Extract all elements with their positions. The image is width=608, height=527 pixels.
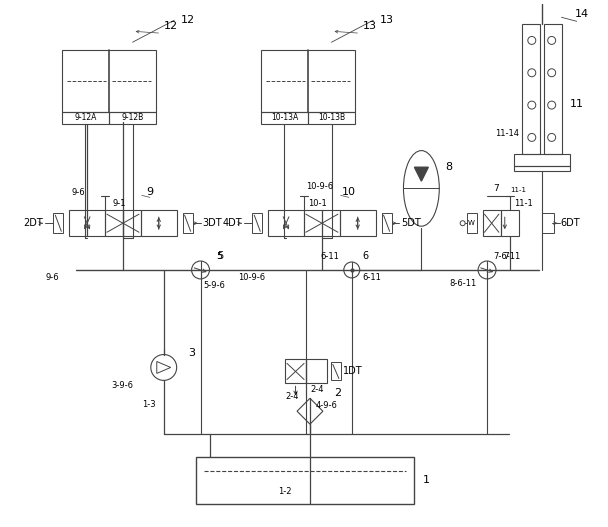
Bar (261, 50, 355, 112)
Text: 13: 13 (380, 15, 394, 25)
Text: 14: 14 (575, 9, 589, 19)
Bar (514, 153, 570, 165)
Bar (308, 112, 355, 124)
Bar (544, 24, 562, 153)
Text: 7: 7 (503, 251, 509, 260)
Text: 1DT: 1DT (343, 366, 362, 376)
Bar (285, 359, 306, 383)
Bar (62, 112, 109, 124)
Text: 1-3: 1-3 (142, 400, 156, 409)
Bar (196, 457, 415, 504)
Text: 3: 3 (188, 347, 195, 357)
Bar (268, 210, 304, 236)
Text: 10-13B: 10-13B (318, 113, 345, 122)
Bar (54, 213, 63, 233)
Text: 2-4: 2-4 (285, 392, 299, 401)
Text: 5-9-6: 5-9-6 (204, 281, 226, 290)
Bar (109, 112, 156, 124)
Text: 8: 8 (446, 161, 453, 171)
Bar (261, 112, 308, 124)
Bar (304, 210, 340, 236)
Text: 6: 6 (362, 251, 368, 261)
Text: 1: 1 (423, 475, 430, 485)
Bar (306, 359, 327, 383)
Bar (62, 50, 156, 112)
Text: 4-9-6: 4-9-6 (316, 401, 338, 410)
Bar (382, 213, 392, 233)
Text: 12: 12 (164, 21, 178, 31)
Text: 5: 5 (216, 251, 223, 260)
Text: 2: 2 (334, 388, 341, 398)
Text: 10-9-6: 10-9-6 (306, 182, 333, 191)
Text: 2DT: 2DT (24, 218, 43, 228)
Polygon shape (415, 167, 429, 181)
Text: 7-6-11: 7-6-11 (493, 251, 520, 260)
Bar (340, 210, 376, 236)
Bar (331, 363, 341, 380)
Text: 11: 11 (570, 99, 584, 109)
Bar (105, 210, 141, 236)
Text: 8-6-11: 8-6-11 (449, 279, 477, 288)
Text: 9-12A: 9-12A (74, 113, 97, 122)
Text: W: W (468, 220, 475, 226)
Text: 7: 7 (493, 184, 499, 193)
Bar (542, 213, 554, 233)
Text: 10-9-6: 10-9-6 (238, 274, 265, 282)
Bar (466, 213, 477, 233)
Text: 9-6: 9-6 (46, 274, 60, 282)
Bar (514, 165, 570, 171)
Text: 3-9-6: 3-9-6 (111, 381, 133, 390)
Text: 4DT: 4DT (223, 218, 242, 228)
Bar (501, 210, 519, 236)
Text: 10-13A: 10-13A (271, 113, 298, 122)
Text: 2-4: 2-4 (310, 385, 323, 394)
Text: 11-1: 11-1 (510, 188, 526, 193)
Text: 6-11: 6-11 (362, 274, 381, 282)
Bar (252, 213, 262, 233)
Text: 6-11: 6-11 (320, 251, 339, 260)
Text: 9-12B: 9-12B (122, 113, 143, 122)
Text: 9-6: 9-6 (71, 188, 85, 197)
Text: 9-1: 9-1 (112, 199, 126, 208)
Text: 9: 9 (147, 188, 153, 198)
Bar (69, 210, 105, 236)
Bar (483, 210, 501, 236)
Text: 6DT: 6DT (561, 218, 580, 228)
Text: 12: 12 (181, 15, 195, 25)
Bar (182, 213, 193, 233)
Text: 3DT: 3DT (202, 218, 223, 228)
Text: 1-2: 1-2 (278, 487, 292, 496)
Text: 11-14: 11-14 (495, 129, 519, 138)
Bar (522, 24, 540, 153)
Bar (141, 210, 177, 236)
Text: 5DT: 5DT (401, 218, 421, 228)
Text: 11-1: 11-1 (514, 199, 533, 208)
Text: 10-1: 10-1 (308, 199, 327, 208)
Text: 5: 5 (217, 251, 224, 261)
Text: 13: 13 (363, 21, 377, 31)
Text: 10: 10 (342, 188, 356, 198)
